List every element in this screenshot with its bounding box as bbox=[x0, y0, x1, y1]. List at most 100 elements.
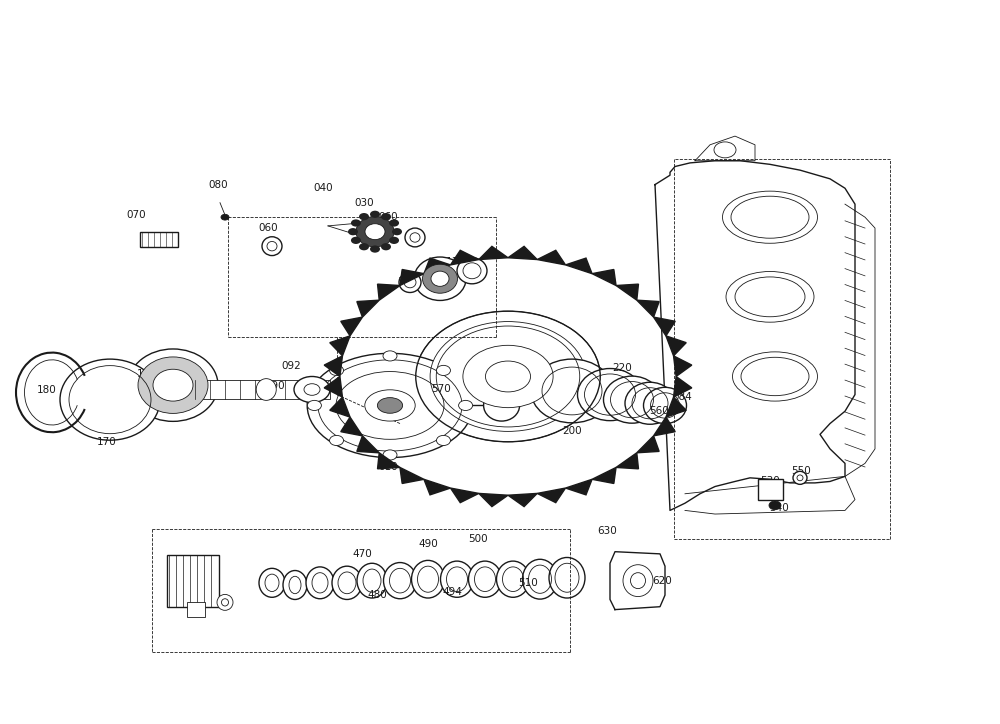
Ellipse shape bbox=[793, 471, 807, 484]
Text: 100: 100 bbox=[398, 277, 418, 287]
Circle shape bbox=[359, 243, 369, 251]
Ellipse shape bbox=[153, 369, 193, 401]
Ellipse shape bbox=[259, 568, 285, 597]
Text: 090: 090 bbox=[265, 381, 285, 391]
Text: 620: 620 bbox=[652, 576, 672, 586]
Polygon shape bbox=[565, 258, 592, 274]
Ellipse shape bbox=[262, 237, 282, 256]
Polygon shape bbox=[424, 479, 451, 494]
Text: 200: 200 bbox=[562, 426, 582, 436]
Circle shape bbox=[714, 142, 736, 158]
Polygon shape bbox=[400, 468, 424, 484]
Ellipse shape bbox=[496, 561, 530, 597]
Polygon shape bbox=[637, 436, 659, 452]
Polygon shape bbox=[674, 356, 692, 376]
Polygon shape bbox=[695, 136, 755, 161]
Circle shape bbox=[294, 376, 330, 403]
Text: 490: 490 bbox=[418, 539, 438, 550]
Ellipse shape bbox=[306, 567, 334, 599]
Ellipse shape bbox=[138, 357, 208, 413]
Ellipse shape bbox=[283, 571, 307, 599]
Ellipse shape bbox=[732, 352, 818, 401]
Text: 560: 560 bbox=[649, 406, 669, 416]
Circle shape bbox=[307, 400, 321, 411]
Bar bbox=[187, 602, 205, 617]
Circle shape bbox=[392, 228, 402, 235]
Polygon shape bbox=[357, 300, 379, 317]
Ellipse shape bbox=[531, 359, 613, 423]
Bar bbox=[758, 479, 783, 500]
Ellipse shape bbox=[549, 557, 585, 598]
Text: 084: 084 bbox=[672, 392, 692, 402]
Ellipse shape bbox=[356, 216, 394, 247]
Polygon shape bbox=[616, 452, 638, 469]
Circle shape bbox=[436, 366, 450, 376]
Ellipse shape bbox=[128, 349, 218, 421]
Ellipse shape bbox=[217, 594, 233, 610]
Ellipse shape bbox=[365, 224, 385, 240]
Circle shape bbox=[383, 351, 397, 361]
Circle shape bbox=[351, 237, 361, 244]
Polygon shape bbox=[610, 552, 665, 610]
Ellipse shape bbox=[307, 353, 473, 458]
Circle shape bbox=[348, 228, 358, 235]
Circle shape bbox=[370, 245, 380, 253]
Circle shape bbox=[221, 214, 229, 220]
Ellipse shape bbox=[60, 359, 160, 440]
Ellipse shape bbox=[604, 376, 660, 423]
Circle shape bbox=[381, 243, 391, 251]
Polygon shape bbox=[378, 284, 400, 300]
Text: 170: 170 bbox=[97, 437, 117, 447]
Polygon shape bbox=[537, 251, 565, 265]
Circle shape bbox=[351, 219, 361, 227]
Polygon shape bbox=[330, 397, 350, 417]
Bar bbox=[167, 555, 219, 607]
Text: 130: 130 bbox=[196, 594, 216, 604]
Ellipse shape bbox=[431, 272, 449, 286]
Ellipse shape bbox=[623, 565, 653, 597]
Polygon shape bbox=[565, 479, 592, 494]
Ellipse shape bbox=[377, 397, 403, 413]
Polygon shape bbox=[845, 204, 875, 476]
Polygon shape bbox=[357, 436, 379, 452]
Ellipse shape bbox=[625, 382, 675, 424]
Polygon shape bbox=[508, 494, 537, 507]
Circle shape bbox=[389, 237, 399, 244]
Polygon shape bbox=[674, 376, 692, 397]
Ellipse shape bbox=[405, 228, 425, 247]
Polygon shape bbox=[330, 336, 350, 356]
Ellipse shape bbox=[440, 561, 474, 597]
Ellipse shape bbox=[522, 559, 558, 599]
Text: 160: 160 bbox=[137, 369, 157, 379]
Circle shape bbox=[436, 435, 450, 445]
Text: 060: 060 bbox=[378, 212, 398, 222]
Text: 030: 030 bbox=[354, 198, 374, 208]
Text: 570: 570 bbox=[431, 384, 451, 394]
Polygon shape bbox=[654, 417, 675, 436]
Text: 010: 010 bbox=[378, 462, 398, 472]
Circle shape bbox=[330, 435, 344, 445]
Polygon shape bbox=[592, 468, 616, 484]
Text: 040: 040 bbox=[313, 183, 333, 193]
Text: 110: 110 bbox=[446, 257, 466, 267]
Polygon shape bbox=[637, 300, 659, 317]
Polygon shape bbox=[451, 488, 479, 502]
Polygon shape bbox=[400, 269, 424, 285]
Polygon shape bbox=[655, 161, 855, 510]
Circle shape bbox=[383, 450, 397, 460]
Ellipse shape bbox=[722, 191, 818, 243]
Ellipse shape bbox=[416, 311, 600, 442]
Circle shape bbox=[359, 213, 369, 220]
Ellipse shape bbox=[365, 390, 415, 421]
Polygon shape bbox=[508, 246, 537, 259]
Polygon shape bbox=[341, 417, 362, 436]
Ellipse shape bbox=[463, 345, 553, 408]
Polygon shape bbox=[537, 488, 565, 502]
Text: 480: 480 bbox=[367, 590, 387, 600]
Text: 630: 630 bbox=[597, 526, 617, 536]
Ellipse shape bbox=[422, 264, 458, 293]
Polygon shape bbox=[378, 452, 400, 469]
Text: 150: 150 bbox=[502, 366, 522, 376]
Polygon shape bbox=[666, 336, 686, 356]
Ellipse shape bbox=[384, 563, 416, 599]
